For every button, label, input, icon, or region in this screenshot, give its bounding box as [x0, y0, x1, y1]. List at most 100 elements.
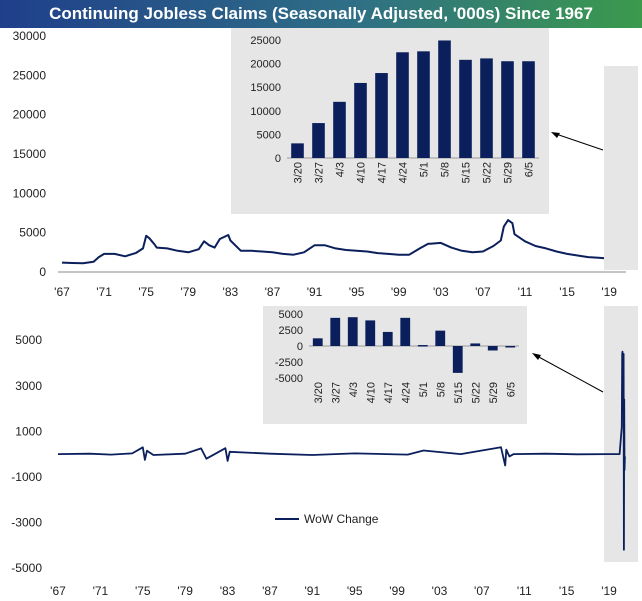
x-tick-label: '03 [433, 285, 449, 299]
inset-x-tick-label: 5/8 [440, 162, 452, 177]
inset-y-tick-label: -5000 [275, 373, 303, 385]
inset-y-tick-label: 25000 [250, 35, 281, 47]
y-tick-label: 5000 [19, 226, 46, 240]
inset-y-tick-label: 20000 [250, 59, 281, 71]
inset-x-tick-label: 5/8 [435, 382, 447, 397]
x-tick-label: '11 [517, 584, 532, 598]
inset-bar [438, 40, 451, 158]
x-tick-label: '99 [389, 584, 405, 598]
chart-title: Continuing Jobless Claims (Seasonally Ad… [49, 4, 593, 23]
inset-bar [291, 143, 304, 158]
inset-x-tick-label: 4/10 [365, 382, 377, 403]
x-tick-label: '75 [135, 584, 151, 598]
x-tick-label: '83 [223, 285, 239, 299]
top-chart: 0 5000 10000 15000 20000 25000 30000 '67 '71 '75… [13, 28, 638, 299]
y-tick-label: 30000 [13, 29, 47, 43]
inset-bar [501, 61, 514, 158]
inset-background [263, 306, 527, 424]
inset-bar [396, 52, 409, 158]
x-tick-label: '91 [305, 584, 321, 598]
x-tick-label: '19 [601, 584, 617, 598]
inset-x-tick-label: 6/5 [524, 162, 536, 177]
inset-x-tick-label: 5/15 [453, 382, 465, 403]
x-tick-label: '91 [307, 285, 323, 299]
x-tick-label: '87 [265, 285, 281, 299]
inset-bar [312, 123, 325, 158]
top-y-axis: 0 5000 10000 15000 20000 25000 30000 [13, 29, 47, 279]
y-tick-label: -3000 [11, 515, 42, 529]
inset-bar [400, 317, 411, 346]
x-tick-label: '79 [177, 584, 193, 598]
x-tick-label: '19 [601, 285, 617, 299]
inset-x-tick-label: 5/29 [488, 382, 500, 403]
inset-x-tick-label: 4/17 [383, 382, 395, 403]
inset-x-tick-label: 5/22 [470, 382, 482, 403]
y-tick-label: 1000 [15, 424, 42, 438]
y-tick-label: 20000 [13, 108, 47, 122]
bottom-y-axis: -5000 -3000 -1000 1000 3000 5000 [11, 333, 42, 575]
y-tick-label: 10000 [13, 186, 47, 200]
x-tick-label: '79 [180, 285, 196, 299]
bottom-chart: -5000 -3000 -1000 1000 3000 5000 '67 '71 '75 '79… [11, 306, 638, 598]
inset-x-tick-label: 3/20 [293, 162, 305, 183]
y-tick-label: 5000 [15, 333, 42, 347]
inset-y-tick-label: 15000 [250, 82, 281, 94]
inset-x-tick-label: 3/20 [313, 382, 325, 403]
inset-background [231, 28, 549, 214]
inset-bar [470, 343, 481, 346]
y-tick-label: -1000 [11, 470, 42, 484]
x-tick-label: '07 [475, 285, 491, 299]
inset-bar [480, 58, 493, 158]
inset-bar [487, 346, 498, 351]
x-tick-label: '03 [432, 584, 448, 598]
inset-y-tick-label: 5000 [257, 129, 281, 141]
inset-bar [459, 59, 472, 158]
x-tick-label: '95 [347, 584, 363, 598]
inset-bar [375, 73, 388, 158]
x-tick-label: '11 [518, 285, 533, 299]
x-tick-label: '15 [559, 285, 575, 299]
bottom-arrow [536, 355, 604, 393]
top-highlight-box [604, 66, 638, 270]
inset-bar [330, 317, 341, 346]
x-tick-label: '15 [559, 584, 575, 598]
top-x-axis: '67 '71 '75 '79 '83 '87 '91 '95 '99 '03 '07 '11 '15 '… [54, 271, 626, 299]
top-inset-chart: 0 5000 10000 15000 20000 25000 3/20 3/27 4/3 4/10… [231, 28, 549, 214]
inset-x-tick-label: 6/5 [505, 382, 517, 397]
x-tick-label: '87 [262, 584, 278, 598]
inset-bar [347, 317, 358, 346]
inset-bar [505, 346, 516, 348]
y-tick-label: 3000 [15, 379, 42, 393]
top-series-line [61, 129, 627, 265]
title-bar: Continuing Jobless Claims (Seasonally Ad… [0, 0, 642, 28]
x-tick-label: '67 [50, 584, 66, 598]
inset-x-tick-label: 5/1 [418, 382, 430, 397]
inset-y-tick-label: 10000 [250, 106, 281, 118]
inset-bar [417, 345, 428, 347]
bottom-series-line [57, 350, 626, 551]
inset-x-tick-label: 4/3 [348, 382, 360, 397]
inset-x-tick-label: 4/3 [335, 162, 347, 177]
inset-y-tick-label: 2500 [279, 325, 303, 337]
inset-bar [435, 330, 446, 346]
bottom-inset-chart: -5000 -2500 0 2500 5000 3/20 3/27 4/3 4/10 4/17 4/… [263, 306, 527, 424]
x-tick-label: '83 [220, 584, 236, 598]
inset-x-tick-label: 3/27 [314, 162, 326, 183]
inset-bar [417, 51, 430, 158]
bottom-arrowhead [532, 353, 541, 360]
x-tick-label: '67 [54, 285, 70, 299]
inset-y-tick-label: 0 [297, 341, 303, 353]
legend-label: WoW Change [304, 512, 379, 526]
bottom-x-axis: '67 '71 '75 '79 '83 '87 '91 '95 '99 '03 '07 '11 '15 '… [50, 584, 617, 598]
inset-x-tick-label: 4/17 [377, 162, 389, 183]
top-arrowhead [551, 132, 560, 138]
inset-bar [333, 101, 346, 158]
inset-x-tick-label: 4/10 [356, 162, 368, 183]
inset-x-tick-label: 4/24 [398, 162, 410, 183]
inset-bar [354, 82, 367, 158]
y-tick-label: 15000 [13, 147, 47, 161]
inset-y-tick-label: -2500 [275, 357, 303, 369]
inset-x-tick-label: 5/29 [503, 162, 515, 183]
inset-x-tick-label: 3/27 [330, 382, 342, 403]
